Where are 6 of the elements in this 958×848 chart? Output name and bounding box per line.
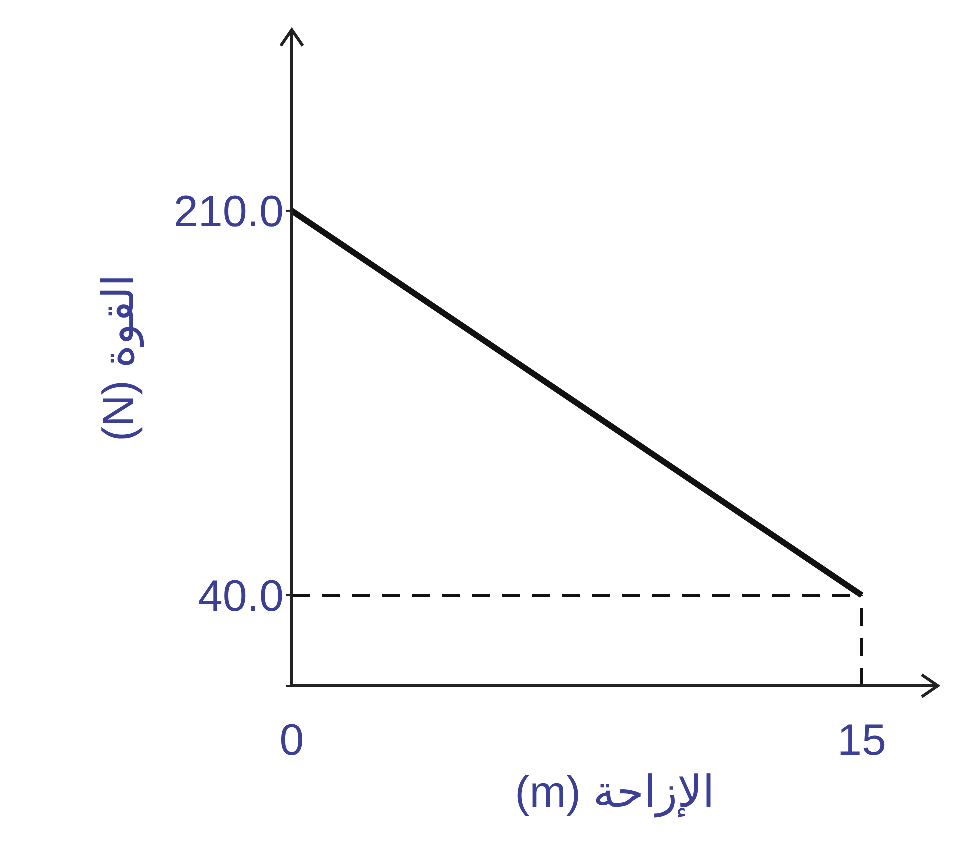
x-axis-title: الإزاحة (m) [514, 767, 716, 820]
x-tick-label: 15 [838, 716, 886, 766]
x-tick-label: 0 [280, 716, 304, 766]
y-tick-label: 40.0 [198, 572, 284, 622]
y-tick-label: 210.0 [174, 188, 284, 237]
y-axis-title: القوة (N) [94, 274, 145, 442]
